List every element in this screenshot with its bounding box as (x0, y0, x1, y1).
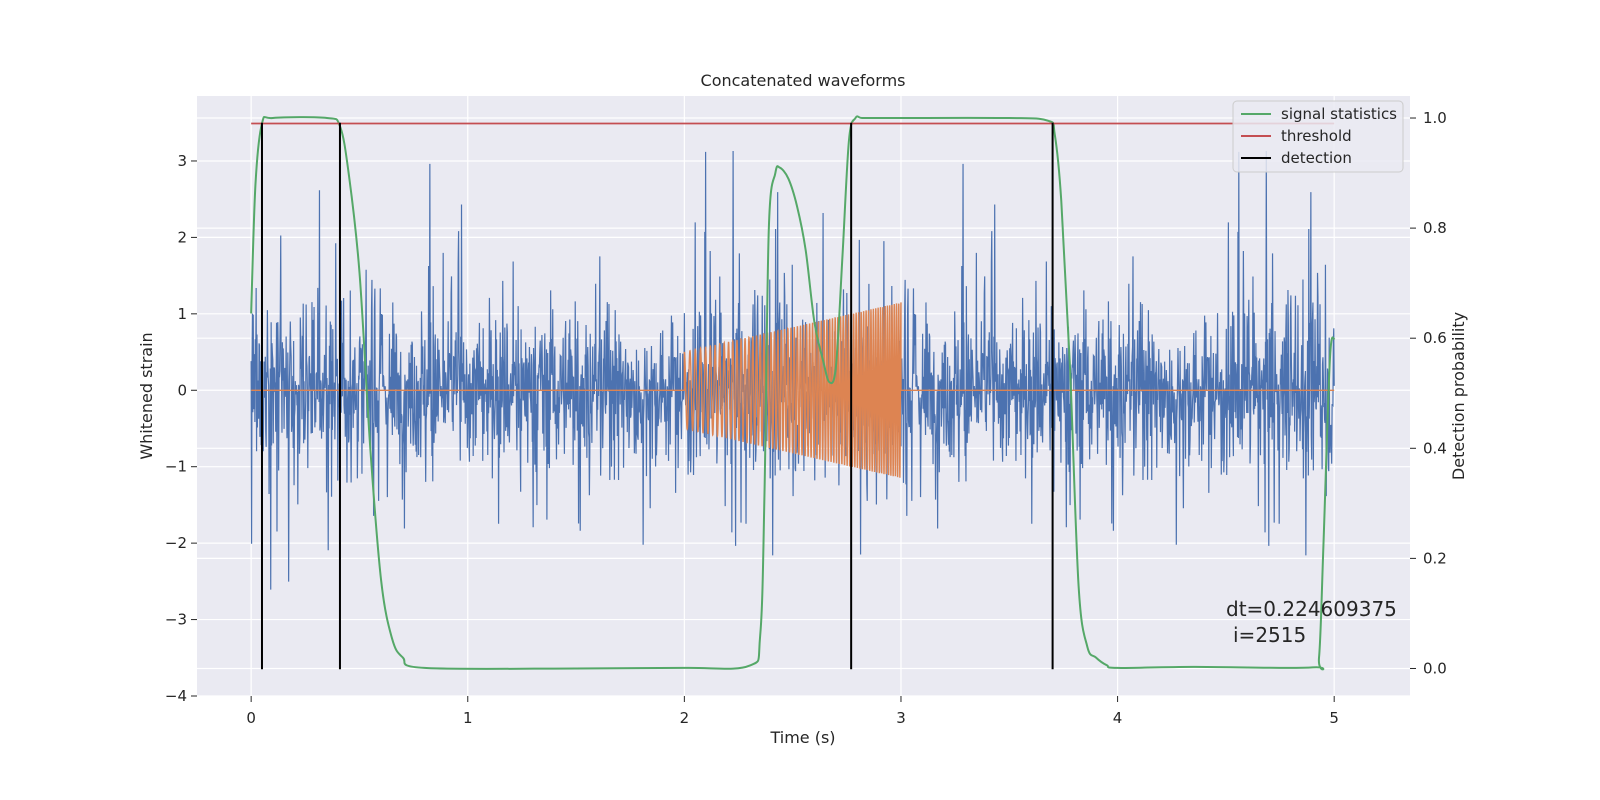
legend-label: signal statistics (1281, 105, 1397, 123)
y2-tick-label: 0.8 (1423, 219, 1447, 237)
legend: signal statistics threshold detection (1232, 100, 1404, 173)
y-tick-label: 2 (177, 228, 187, 246)
ticks: 0 1 2 3 4 5 −4 −3 −2 −1 0 1 2 3 0.0 0.2 0.4 0.6 0.8 1.0 (165, 109, 1447, 727)
y2-tick-label: 0.0 (1423, 659, 1447, 677)
y2-axis-label: Detection probability (1449, 312, 1468, 480)
x-tick-label: 1 (463, 709, 473, 727)
y-tick-label: 0 (177, 381, 187, 399)
y-tick-label: −1 (165, 458, 187, 476)
x-axis-label: Time (s) (769, 728, 835, 747)
y2-tick-label: 0.4 (1423, 439, 1447, 457)
signal-statistics-line (250, 115, 1336, 671)
y2-tick-label: 0.2 (1423, 549, 1447, 567)
injected-waveform-line (251, 302, 1335, 478)
grid-lines (197, 96, 1410, 697)
dt-annotation: dt=0.224609375 (1226, 597, 1397, 621)
y-tick-label: 3 (177, 152, 187, 170)
y-tick-label: −2 (165, 534, 187, 552)
series-layer (250, 115, 1336, 671)
y2-tick-label: 1.0 (1423, 109, 1447, 127)
legend-label: detection (1281, 149, 1352, 167)
chart-title: Concatenated waveforms (701, 71, 906, 90)
x-tick-label: 3 (896, 709, 906, 727)
legend-box (1232, 100, 1404, 173)
x-tick-label: 0 (246, 709, 256, 727)
legend-label: threshold (1281, 127, 1352, 145)
y-tick-label: 1 (177, 305, 187, 323)
x-tick-label: 5 (1329, 709, 1339, 727)
x-tick-label: 2 (680, 709, 690, 727)
i-annotation: i=2515 (1233, 623, 1306, 647)
y-axis-label: Whitened strain (137, 332, 156, 459)
y-tick-label: −4 (165, 687, 187, 705)
y-tick-label: −3 (165, 611, 187, 629)
x-tick-label: 4 (1113, 709, 1123, 727)
y2-tick-label: 0.6 (1423, 329, 1447, 347)
